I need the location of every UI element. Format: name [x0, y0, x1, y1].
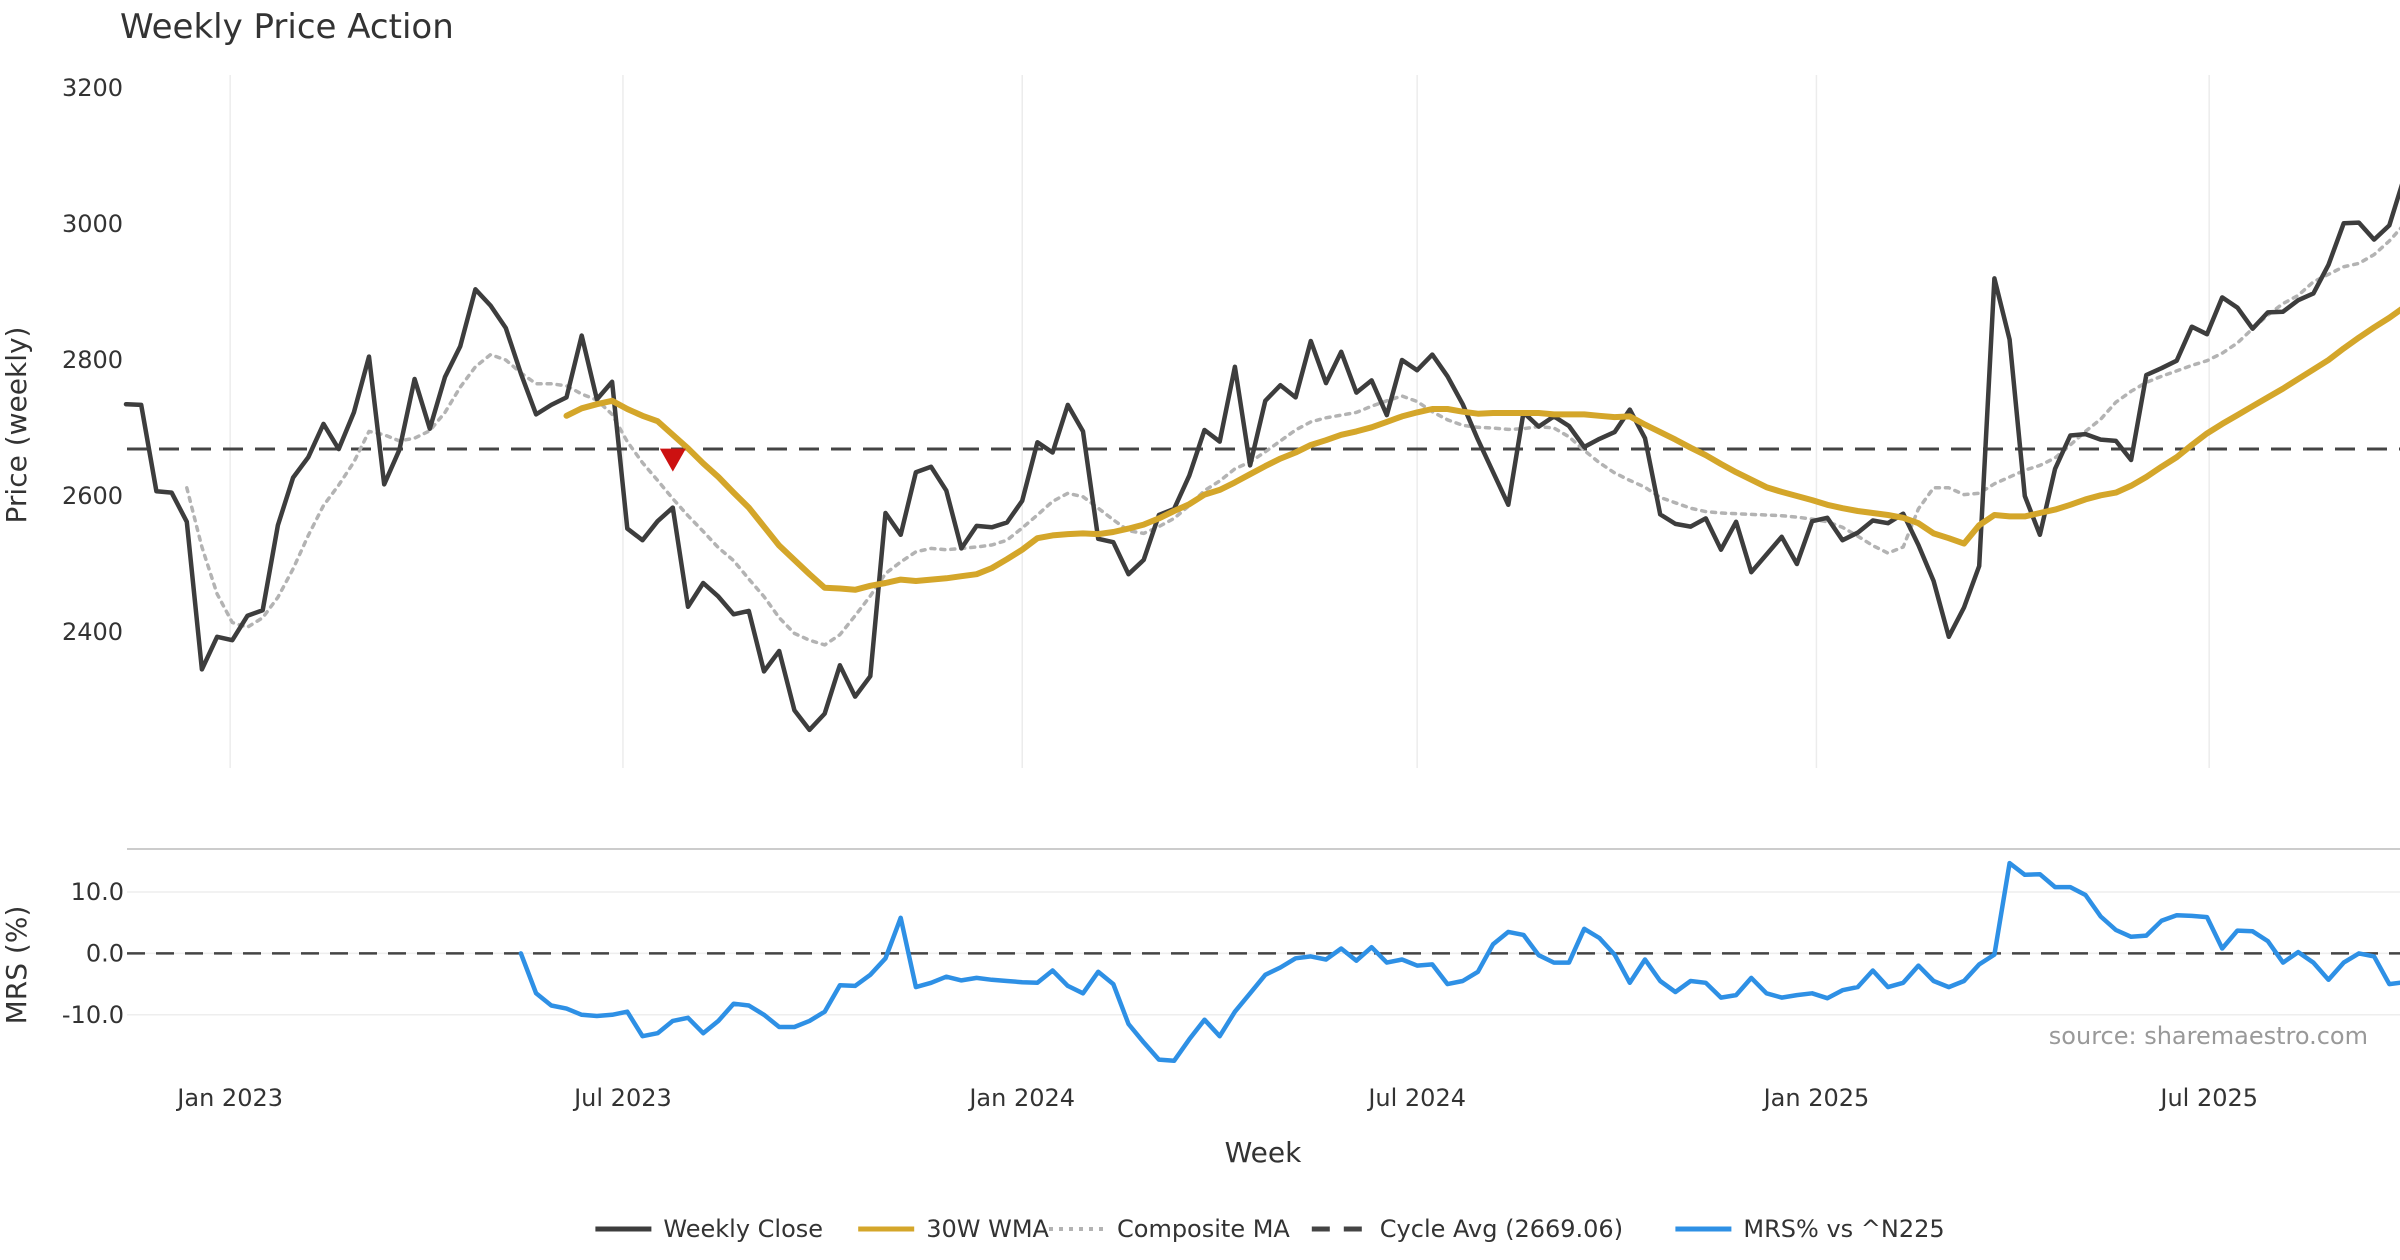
legend-label: Composite MA: [1117, 1215, 1290, 1243]
x-tick: Jan 2023: [175, 1084, 283, 1112]
legend-item-mrs-vs-n225: MRS% vs ^N225: [1675, 1215, 1945, 1243]
source-credit: source: sharemaestro.com: [2049, 1022, 2368, 1050]
price-y-tick: 2600: [62, 482, 123, 510]
chart-title: Weekly Price Action: [120, 7, 454, 47]
x-tick: Jul 2024: [1366, 1084, 1466, 1112]
legend: Weekly Close 30W WMA Composite MA Cycle Avg…: [595, 1215, 1945, 1243]
mrs-y-tick-labels: 10.0 0.0 -10.0: [62, 878, 124, 1029]
legend-label: MRS% vs ^N225: [1743, 1215, 1944, 1243]
legend-item-cycle-avg-2669-06: Cycle Avg (2669.06): [1311, 1215, 1623, 1243]
x-axis-label: Week: [1225, 1136, 1302, 1169]
price-y-axis-label: Price (weekly): [0, 327, 33, 524]
mrs-line: [518, 860, 2400, 1064]
x-tick-labels: Jan 2023 Jul 2023 Jan 2024 Jul 2024 Jan 2025…: [175, 1084, 2258, 1112]
legend-item-composite-ma: Composite MA: [1049, 1215, 1290, 1243]
mrs-y-tick: 0.0: [86, 939, 124, 967]
x-tick: Jan 2024: [967, 1084, 1075, 1112]
weekly-close-line: [123, 183, 2400, 733]
x-tick: Jan 2025: [1762, 1084, 1870, 1112]
legend-item-30w-wma: 30W WMA: [858, 1215, 1050, 1243]
price-panel-gridlines: [229, 75, 2210, 768]
mrs-y-tick: -10.0: [62, 1001, 124, 1029]
legend-item-weekly-close: Weekly Close: [595, 1215, 823, 1243]
30w-wma-line: [563, 306, 2400, 593]
price-y-tick: 3200: [62, 74, 123, 102]
price-y-tick: 2800: [62, 346, 123, 374]
composite-ma-line: [185, 226, 2400, 647]
price-series-group: [123, 183, 2400, 733]
legend-label: Cycle Avg (2669.06): [1380, 1215, 1623, 1243]
mrs-y-tick: 10.0: [71, 878, 124, 906]
price-y-tick: 2400: [62, 618, 123, 646]
sell-signal-marker: [659, 448, 686, 472]
price-y-tick-labels: 2400 2600 2800 3000 3200: [62, 74, 123, 646]
legend-label: 30W WMA: [926, 1215, 1049, 1243]
price-y-tick: 3000: [62, 210, 123, 238]
mrs-y-axis-label: MRS (%): [0, 906, 33, 1025]
mrs-series-group: [127, 860, 2400, 1064]
x-tick: Jul 2023: [572, 1084, 672, 1112]
x-tick: Jul 2025: [2158, 1084, 2258, 1112]
legend-label: Weekly Close: [663, 1215, 823, 1243]
